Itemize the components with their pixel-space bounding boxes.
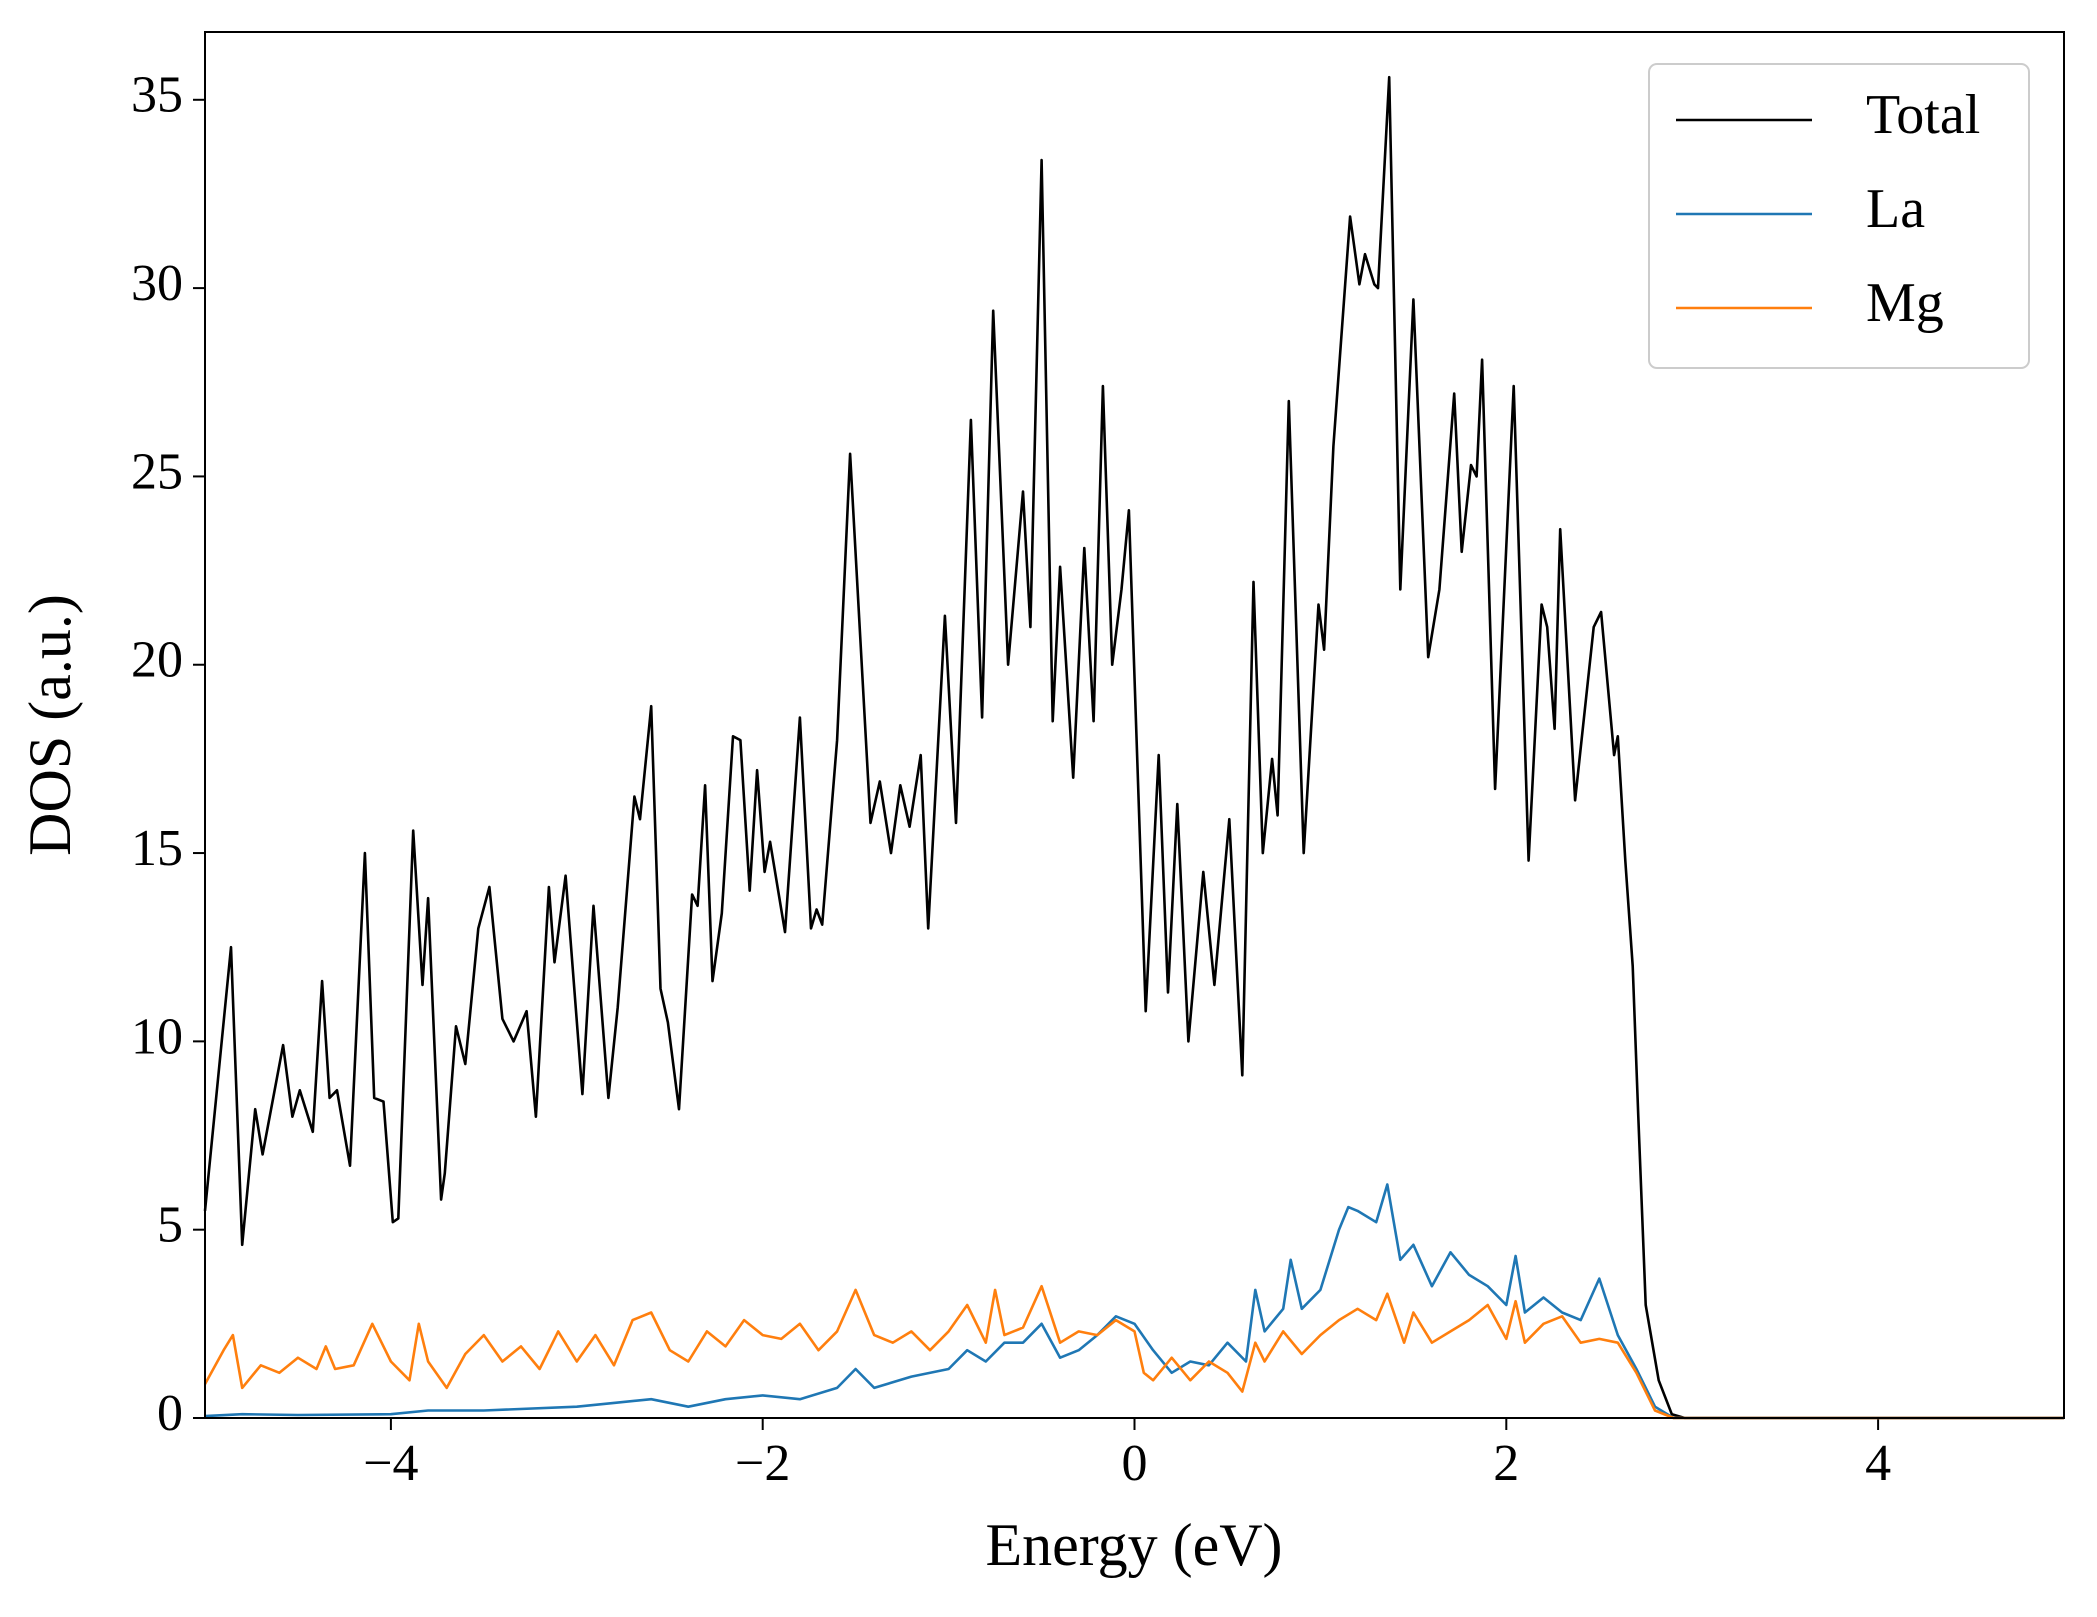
plot-frame — [204, 31, 2065, 1419]
y-tick-label: 25 — [131, 443, 183, 500]
y-tick-label: 20 — [131, 632, 183, 689]
x-tick-label: −4 — [363, 1435, 418, 1492]
y-tick-label: 10 — [131, 1008, 183, 1065]
x-tick-label: 0 — [1122, 1435, 1148, 1492]
y-tick-label: 35 — [131, 67, 183, 124]
y-tick-label: 15 — [131, 820, 183, 877]
legend-box — [1648, 63, 2030, 369]
legend-label: La — [1866, 178, 1925, 240]
series-line — [203, 1284, 2064, 1420]
y-tick-label: 5 — [157, 1197, 183, 1254]
x-tick-label: 4 — [1865, 1435, 1891, 1492]
y-axis-label: DOS (a.u.) — [17, 594, 83, 856]
legend-label: Mg — [1866, 272, 1944, 334]
y-tick-label: 30 — [131, 255, 183, 312]
series-line — [203, 75, 2064, 1420]
x-tick-label: −2 — [735, 1435, 790, 1492]
y-tick-label: 0 — [157, 1385, 183, 1442]
series-line — [204, 1183, 2064, 1420]
x-axis-label: Energy (eV) — [985, 1512, 1282, 1578]
legend-label: Total — [1866, 84, 1980, 146]
x-tick-label: 2 — [1493, 1435, 1519, 1492]
